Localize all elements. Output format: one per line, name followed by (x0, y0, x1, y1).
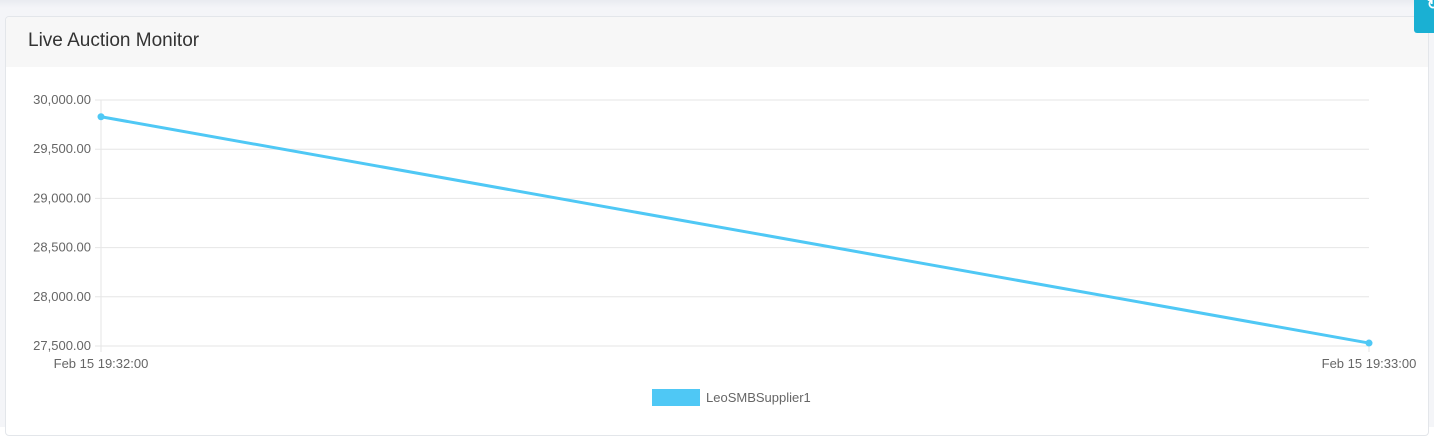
x-tick-label: Feb 15 19:32:00 (54, 356, 149, 371)
x-axis-ticks: Feb 15 19:32:00 Feb 15 19:33:00 (54, 356, 1417, 371)
card-header: Live Auction Monitor (6, 17, 1428, 67)
y-tick-label: 27,500.00 (33, 338, 91, 353)
chart-series (97, 113, 1373, 347)
chart-legend: LeoSMBSupplier1 (652, 389, 811, 406)
series-line (100, 115, 1370, 345)
y-axis-ticks: 30,000.00 29,500.00 29,000.00 28,500.00 28,0… (33, 92, 91, 353)
line-chart: 30,000.00 29,500.00 29,000.00 28,500.00 28,0… (33, 92, 1417, 406)
card-title: Live Auction Monitor (28, 30, 200, 51)
data-point (97, 113, 105, 121)
y-tick-label: 30,000.00 (33, 92, 91, 107)
y-tick-label: 29,000.00 (33, 190, 91, 205)
refresh-icon: ↻ (1427, 0, 1434, 12)
refresh-button[interactable]: ↻ (1414, 0, 1434, 33)
data-point (1365, 339, 1373, 347)
auction-monitor-card: Live Auction Monitor (5, 16, 1429, 436)
legend-label: LeoSMBSupplier1 (706, 390, 811, 405)
legend-swatch (652, 389, 700, 406)
x-tick-label: Feb 15 19:33:00 (1322, 356, 1417, 371)
chart-grid (95, 99, 1370, 352)
y-tick-label: 28,500.00 (33, 240, 91, 255)
y-tick-label: 29,500.00 (33, 141, 91, 156)
y-tick-label: 28,000.00 (33, 289, 91, 304)
top-bar-shadow (0, 0, 1414, 8)
